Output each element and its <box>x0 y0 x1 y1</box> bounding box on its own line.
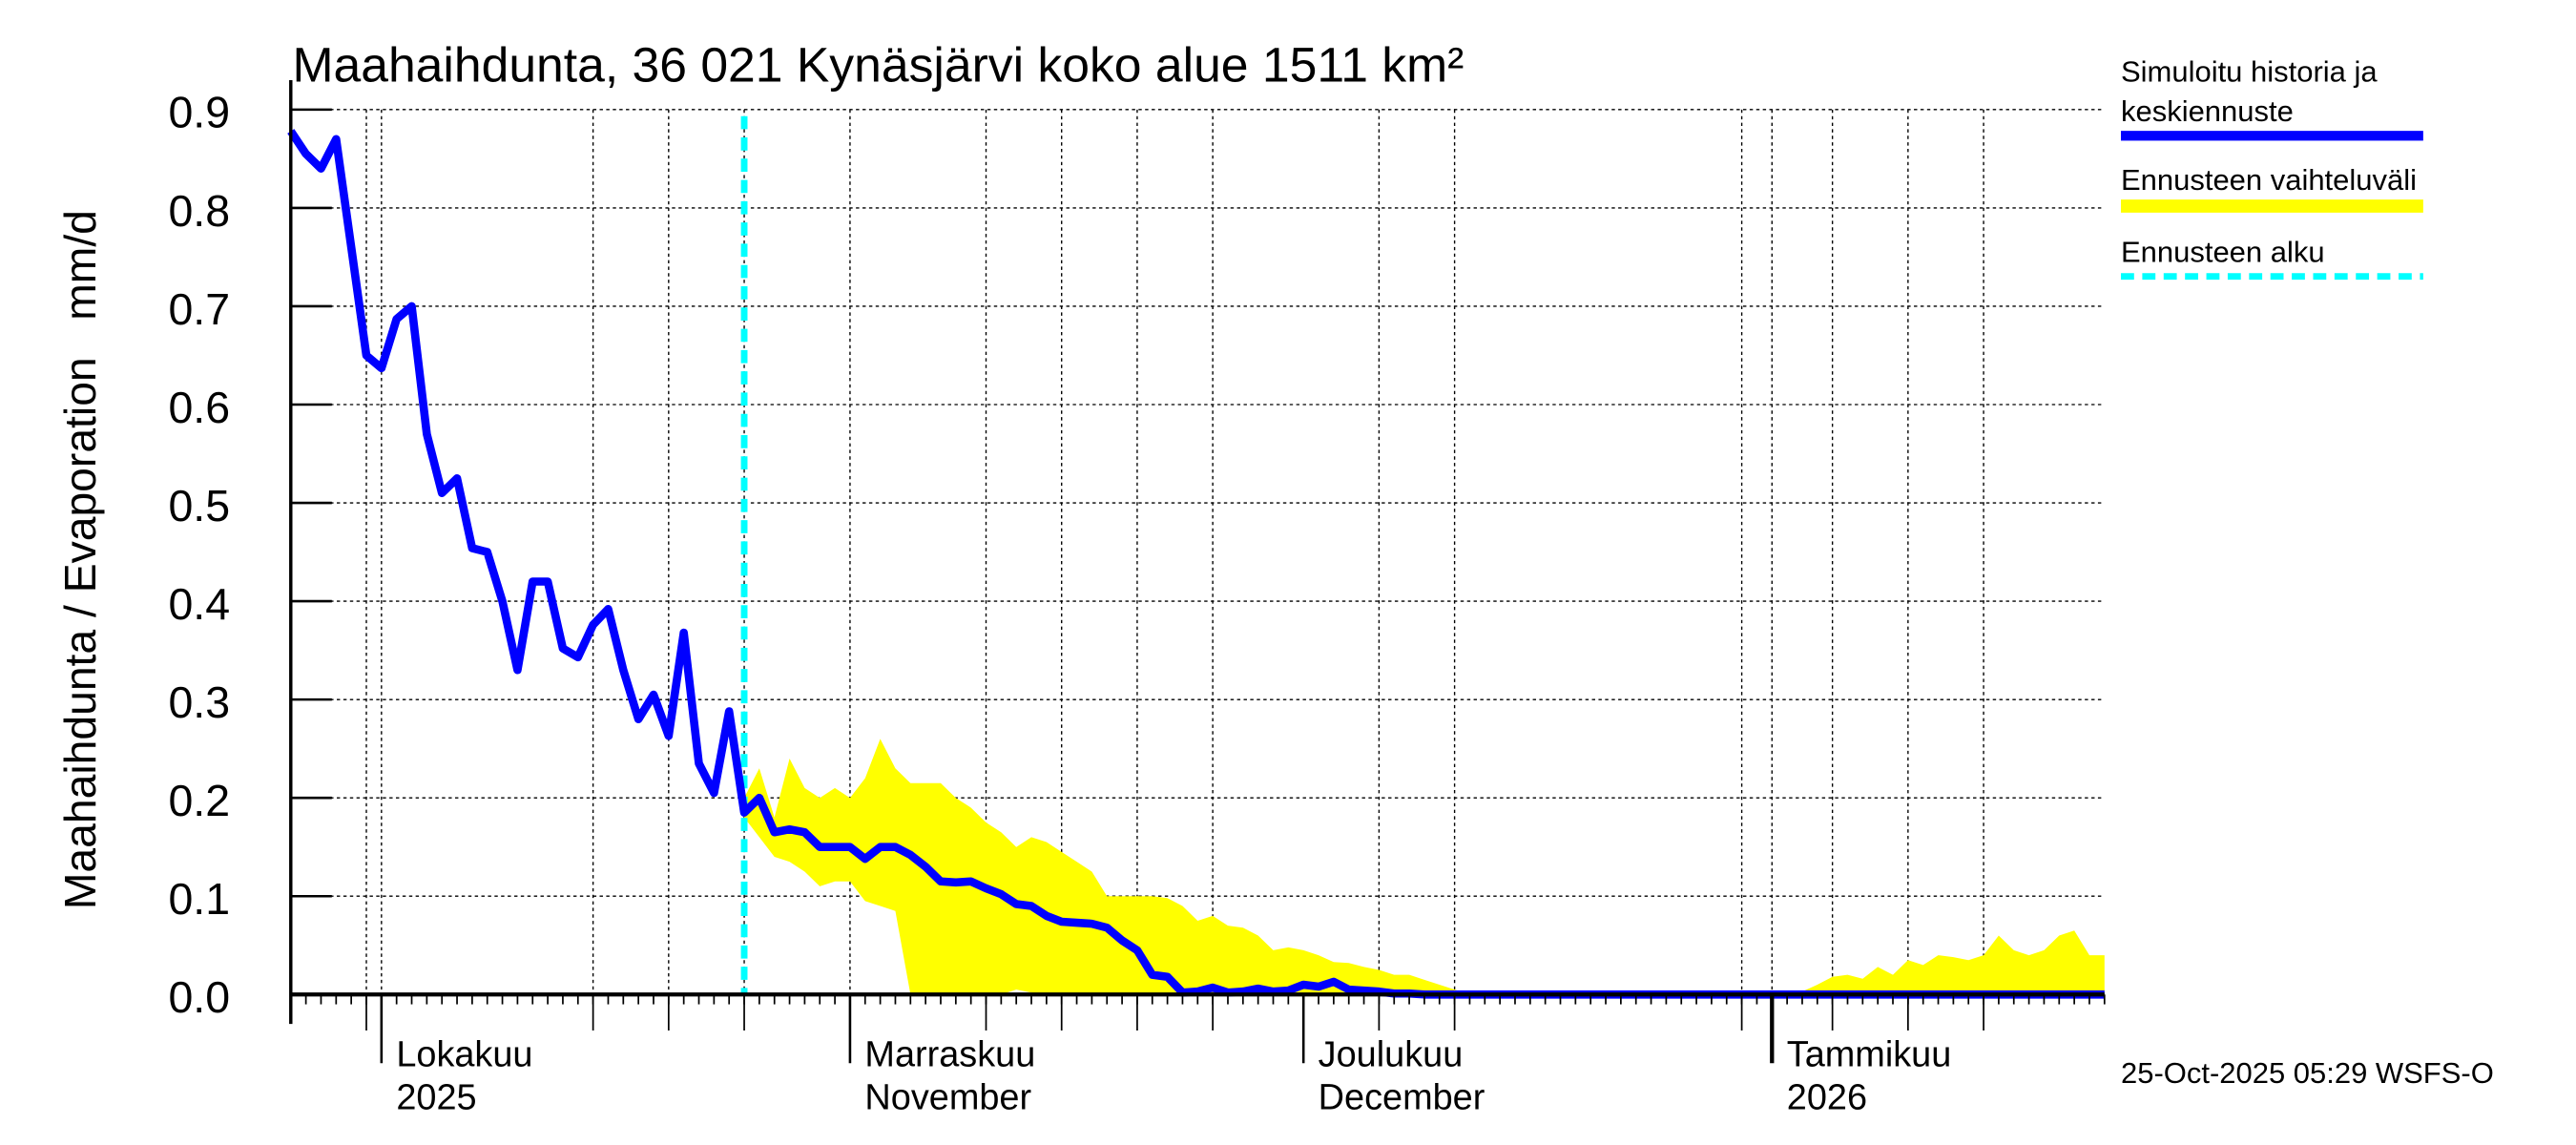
y-tick-label: 0.2 <box>168 776 230 825</box>
legend-label-simulated-2: keskiennuste <box>2121 94 2294 128</box>
legend-swatch-simulated <box>2121 131 2423 141</box>
forecast-range-band <box>744 739 2105 995</box>
month-sublabel: November <box>864 1077 1031 1117</box>
month-label: Tammikuu <box>1787 1035 1952 1075</box>
y-tick-labels: 0.0 0.1 0.2 0.3 0.4 0.5 0.6 0.7 0.8 0.9 <box>168 88 230 1022</box>
month-label: Marraskuu <box>864 1035 1035 1075</box>
month-sublabel: 2025 <box>396 1077 476 1117</box>
timestamp: 25-Oct-2025 05:29 WSFS-O <box>2121 1056 2494 1090</box>
axes <box>289 80 2106 1064</box>
legend-swatch-range <box>2121 199 2423 213</box>
y-tick-label: 0.9 <box>168 88 230 137</box>
chart-title: Maahaihdunta, 36 021 Kynäsjärvi koko alu… <box>293 37 1465 93</box>
y-tick-label: 0.5 <box>168 481 230 531</box>
y-tick-label: 0.3 <box>168 677 230 727</box>
y-tick-label: 0.6 <box>168 383 230 432</box>
legend-label-range: Ennusteen vaihteluväli <box>2121 163 2417 197</box>
month-label: Joulukuu <box>1319 1035 1464 1075</box>
month-sublabel: December <box>1319 1077 1485 1117</box>
y-tick-label: 0.4 <box>168 579 230 629</box>
y-tick-label: 0.8 <box>168 186 230 236</box>
y-tick-label: 0.1 <box>168 874 230 924</box>
grid <box>290 108 2105 996</box>
forecast-range-area <box>744 739 2105 995</box>
y-axis-label: Maahaihdunta / Evaporation mm/d <box>55 210 105 909</box>
y-tick-label: 0.7 <box>168 284 230 334</box>
legend-label-simulated-1: Simuloitu historia ja <box>2121 55 2378 89</box>
legend-label-forecast-start: Ennusteen alku <box>2121 235 2325 268</box>
legend: Simuloitu historia ja keskiennuste Ennus… <box>2121 55 2423 281</box>
month-sublabel: 2026 <box>1787 1077 1867 1117</box>
month-label: Lokakuu <box>396 1035 532 1075</box>
y-tick-label: 0.0 <box>168 972 230 1022</box>
